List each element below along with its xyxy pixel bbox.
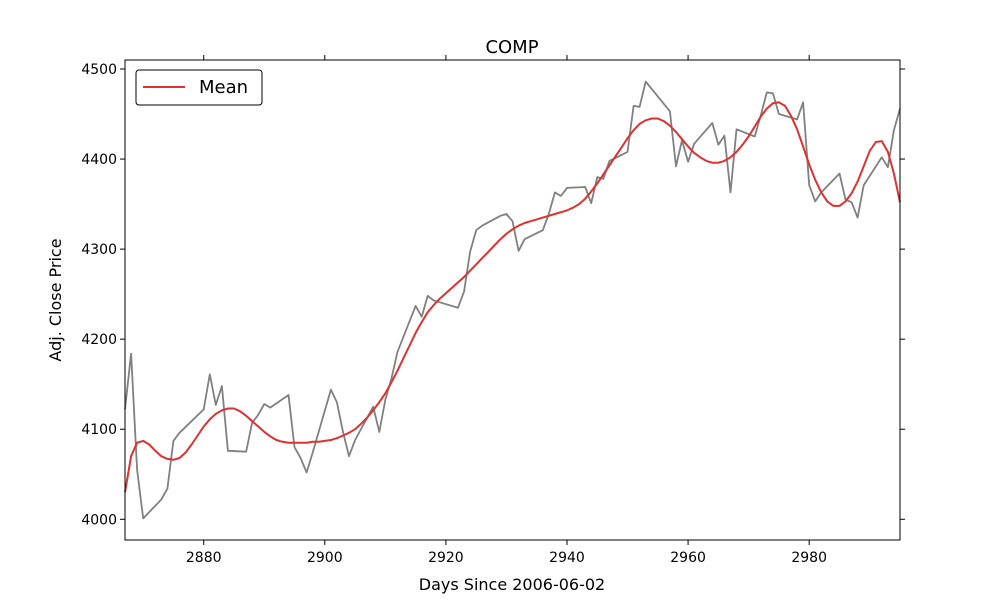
chart-title: COMP bbox=[485, 37, 538, 58]
x-tick-label: 2980 bbox=[791, 550, 827, 566]
x-tick-label: 2900 bbox=[307, 550, 343, 566]
series-line-mean bbox=[124, 101, 901, 493]
plot-frame bbox=[124, 59, 901, 541]
series-line-price bbox=[124, 80, 901, 520]
x-tick-label: 2920 bbox=[428, 550, 464, 566]
legend-label-mean: Mean bbox=[199, 77, 248, 98]
y-tick-label: 4100 bbox=[81, 422, 117, 438]
x-axis-label: Days Since 2006-06-02 bbox=[419, 575, 605, 594]
legend: Mean bbox=[135, 69, 263, 106]
y-tick-label: 4400 bbox=[81, 152, 117, 168]
legend-box bbox=[135, 69, 263, 106]
y-tick-label: 4200 bbox=[81, 332, 117, 348]
axis-ticks: 2880 2900 2920 2940 2960 2980 4000 4100 4200 4300… bbox=[81, 55, 905, 566]
x-tick-label: 2940 bbox=[549, 550, 585, 566]
x-tick-label: 2880 bbox=[186, 550, 222, 566]
plot-series bbox=[124, 80, 901, 520]
y-tick-label: 4300 bbox=[81, 242, 117, 258]
y-tick-label: 4000 bbox=[81, 512, 117, 528]
y-axis-label: Adj. Close Price bbox=[46, 238, 65, 361]
y-tick-label: 4500 bbox=[81, 62, 117, 78]
x-tick-label: 2960 bbox=[670, 550, 706, 566]
